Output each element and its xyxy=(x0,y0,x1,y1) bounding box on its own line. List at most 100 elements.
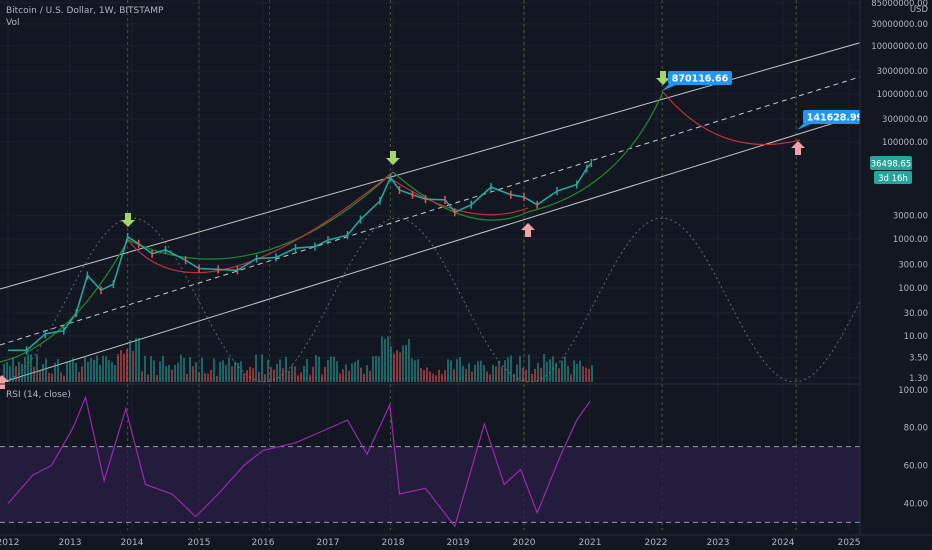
volume-bar xyxy=(48,372,50,382)
volume-bar xyxy=(471,371,473,382)
volume-bar xyxy=(156,374,158,382)
volume-bar xyxy=(51,373,53,382)
parabolic-curve-green xyxy=(0,91,664,363)
projection-label-bottom[interactable]: 141628.99 xyxy=(807,113,864,124)
volume-bar xyxy=(276,363,278,382)
volume-bar xyxy=(225,365,227,382)
volume-bar xyxy=(573,360,575,382)
volume-bar xyxy=(363,373,365,382)
volume-bar xyxy=(72,357,74,382)
arrow-up-red-icon xyxy=(521,223,535,237)
arrow-up-red-icon xyxy=(0,375,9,389)
volume-bar xyxy=(132,351,134,382)
volume-bar xyxy=(192,366,194,382)
volume-bar xyxy=(432,373,434,382)
arrow-down-green-icon xyxy=(656,71,670,85)
volume-bar xyxy=(42,363,44,382)
volume-bar xyxy=(438,369,440,382)
volume-bar xyxy=(201,357,203,382)
volume-bar xyxy=(171,369,173,382)
cycle-sine-wave xyxy=(0,217,861,383)
volume-bar xyxy=(117,354,119,382)
volume-bar xyxy=(261,354,263,382)
volume-bar xyxy=(159,361,161,382)
volume-bar xyxy=(285,356,287,382)
rsi-axis-tick: 40.00 xyxy=(904,499,928,509)
volume-bar xyxy=(453,369,455,382)
volume-bar xyxy=(582,366,584,382)
volume-bar xyxy=(330,356,332,382)
volume-bar xyxy=(570,374,572,382)
volume-bar xyxy=(318,356,320,382)
volume-bar xyxy=(102,355,104,382)
volume-bar xyxy=(297,375,299,382)
volume-bar xyxy=(15,366,17,382)
volume-bar xyxy=(393,353,395,382)
volume-bar xyxy=(444,370,446,382)
volume-bar xyxy=(108,360,110,382)
current-price-tag[interactable] xyxy=(870,156,912,171)
volume-bar xyxy=(477,361,479,382)
volume-bar xyxy=(411,358,413,382)
volume-bar xyxy=(327,360,329,382)
volume-bar xyxy=(291,365,293,382)
volume-bar xyxy=(396,350,398,382)
rsi-axis-tick: 60.00 xyxy=(904,462,928,472)
volume-bar xyxy=(552,356,554,382)
volume-bar xyxy=(3,363,5,382)
channel-upper-line xyxy=(0,40,867,290)
volume-bar xyxy=(126,349,128,382)
volume-bar xyxy=(531,373,533,382)
volume-bar xyxy=(450,360,452,382)
volume-bar xyxy=(555,362,557,382)
time-axis-tick: 2022 xyxy=(645,538,668,548)
volume-bar xyxy=(321,374,323,382)
volume-bar xyxy=(240,361,242,382)
time-axis-tick: 2018 xyxy=(382,538,405,548)
volume-bar xyxy=(336,361,338,382)
rsi-series-line[interactable] xyxy=(7,395,591,528)
volume-bar xyxy=(249,366,251,382)
volume-bar xyxy=(333,356,335,382)
projection-label-bottom-bg[interactable] xyxy=(803,110,867,124)
rsi-axis-tick: 100.00 xyxy=(898,386,928,396)
volume-bar xyxy=(345,364,347,382)
time-axis-tick: 2023 xyxy=(707,538,730,548)
volume-bar xyxy=(447,359,449,382)
volume-bar xyxy=(12,357,14,382)
volume-bar xyxy=(270,367,272,382)
time-axis-tick: 2019 xyxy=(447,538,470,548)
price-series-line[interactable] xyxy=(8,162,592,352)
volume-bar xyxy=(366,365,368,382)
volume-bar xyxy=(312,366,314,382)
price-axis-tick: 3.50 xyxy=(909,354,928,364)
volume-bar xyxy=(66,362,68,382)
price-axis-tick: 30.00 xyxy=(904,309,928,319)
volume-bar xyxy=(189,357,191,382)
volume-bar xyxy=(282,368,284,382)
volume-label: Vol xyxy=(6,18,20,28)
symbol-title: Bitcoin / U.S. Dollar, 1W, BITSTAMP xyxy=(6,6,164,16)
volume-bar xyxy=(375,355,377,382)
volume-bar xyxy=(324,367,326,382)
projection-label-top-bg[interactable] xyxy=(668,71,732,85)
rsi-band-fill xyxy=(0,446,860,523)
time-axis-tick: 2014 xyxy=(121,538,144,548)
volume-bar xyxy=(219,361,221,382)
volume-bar xyxy=(78,371,80,382)
volume-bar xyxy=(309,374,311,382)
volume-bar xyxy=(216,375,218,382)
volume-bar xyxy=(18,361,20,382)
volume-bar xyxy=(429,371,431,382)
volume-bar xyxy=(135,338,137,382)
volume-bar xyxy=(300,372,302,382)
volume-bar xyxy=(75,362,77,382)
volume-bar xyxy=(546,361,548,382)
volume-bar xyxy=(498,360,500,382)
volume-bar xyxy=(480,360,482,382)
projection-label-top[interactable]: 870116.66 xyxy=(672,74,729,85)
volume-bar xyxy=(6,362,8,382)
volume-bar xyxy=(246,370,248,382)
